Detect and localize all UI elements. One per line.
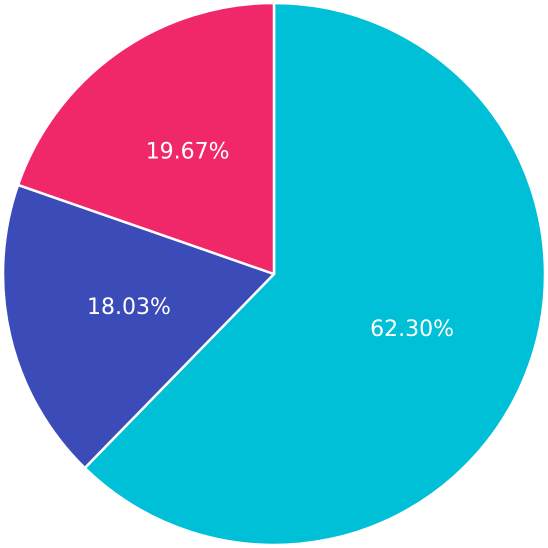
- pie-slice: [1, 183, 276, 470]
- data-label: 62.30%: [370, 317, 454, 342]
- pie-slice: [16, 1, 276, 276]
- data-label: 19.67%: [146, 140, 230, 165]
- pie-slice: [83, 1, 547, 547]
- data-label: 18.03%: [87, 295, 171, 320]
